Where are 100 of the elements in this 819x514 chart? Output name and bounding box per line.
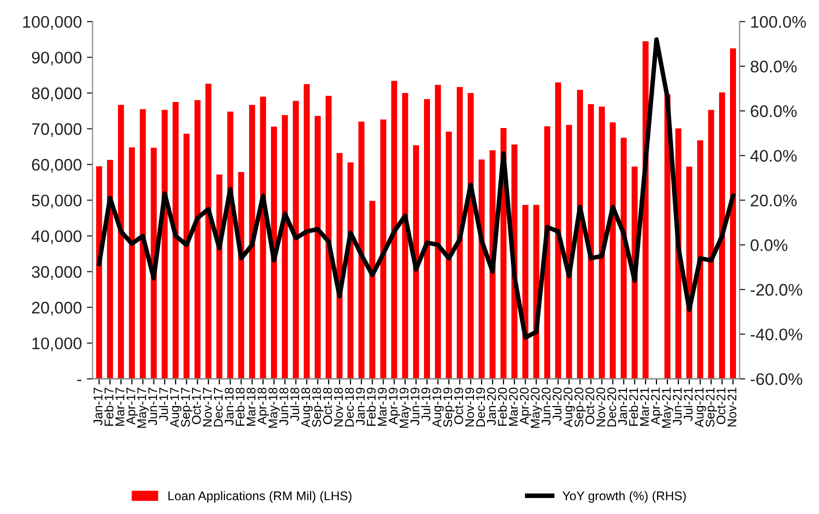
x-tick-label: Mar-17 bbox=[116, 388, 124, 426]
x-tick-label: Jul-17 bbox=[158, 388, 168, 421]
bar bbox=[184, 134, 190, 379]
x-tick-label: Mar-21 bbox=[640, 388, 649, 426]
bar bbox=[260, 96, 266, 379]
y-tick-label: 50,000 bbox=[32, 194, 82, 208]
bar bbox=[326, 96, 332, 379]
bar bbox=[456, 86, 463, 379]
x-tick-label: Mar-20 bbox=[508, 388, 518, 426]
x-tick-label: Jun-21 bbox=[672, 388, 682, 426]
x-tick-label: Jul-19 bbox=[421, 388, 430, 421]
x-tick-label: Sep-18 bbox=[312, 388, 324, 427]
x-tick-label: Dec-20 bbox=[607, 388, 616, 426]
bar bbox=[468, 93, 474, 379]
bar bbox=[96, 166, 102, 379]
bar bbox=[194, 100, 200, 379]
bar bbox=[270, 126, 277, 379]
x-tick-label: Jan-21 bbox=[618, 388, 628, 426]
bar bbox=[238, 172, 244, 379]
y2-tick-label: 100.0% bbox=[751, 16, 806, 28]
x-tick-label: Apr-19 bbox=[388, 388, 400, 425]
x-tick-label: Aug-18 bbox=[301, 388, 313, 428]
x-tick-label: May-21 bbox=[662, 388, 674, 428]
x-tick-label: Nov-17 bbox=[203, 388, 212, 426]
bar bbox=[478, 159, 485, 379]
bar bbox=[380, 119, 386, 379]
bar bbox=[336, 153, 343, 379]
x-tick-label: Jun-19 bbox=[410, 388, 420, 426]
x-tick-label: Nov-21 bbox=[728, 388, 736, 426]
bar bbox=[140, 109, 146, 379]
bar bbox=[598, 106, 605, 379]
x-tick-label: Dec-18 bbox=[344, 388, 354, 426]
x-tick-label: Mar-19 bbox=[378, 388, 387, 426]
x-tick-label: Aug-19 bbox=[432, 388, 444, 428]
y2-tick-label: -40.0% bbox=[750, 328, 802, 340]
x-tick-label: Jul-20 bbox=[552, 388, 562, 421]
y2-tick-label: 40.0% bbox=[750, 150, 797, 162]
bar bbox=[576, 90, 583, 379]
x-tick-label: Oct-19 bbox=[454, 388, 464, 424]
x-tick-label: Jan-19 bbox=[356, 388, 365, 426]
bar bbox=[413, 145, 420, 379]
y2-tick-label: -20.0% bbox=[750, 284, 802, 296]
x-tick-label: Jan-17 bbox=[94, 388, 102, 426]
y-tick-label: 70,000 bbox=[32, 123, 82, 137]
x-tick-label: Apr-17 bbox=[126, 388, 138, 425]
x-tick-label: Sep-19 bbox=[443, 388, 455, 427]
bar bbox=[304, 84, 310, 379]
x-tick-label: May-17 bbox=[137, 388, 149, 428]
x-tick-label: Oct-21 bbox=[716, 388, 726, 424]
bar bbox=[544, 126, 550, 379]
y2-tick-label: 60.0% bbox=[750, 105, 797, 118]
x-tick-label: May-20 bbox=[530, 388, 542, 428]
bar bbox=[292, 100, 299, 379]
x-tick-label: Oct-17 bbox=[192, 388, 201, 424]
x-tick-label: Jun-17 bbox=[148, 388, 158, 426]
bar bbox=[314, 116, 321, 379]
bar bbox=[708, 110, 714, 379]
x-tick-label: Apr-21 bbox=[651, 388, 662, 425]
bar bbox=[128, 147, 135, 379]
x-tick-label: Apr-18 bbox=[258, 388, 269, 425]
bar bbox=[172, 102, 179, 379]
y-tick-label: - bbox=[77, 380, 82, 382]
x-tick-label: Nov-18 bbox=[334, 388, 343, 426]
bar bbox=[555, 82, 562, 379]
bar bbox=[107, 160, 114, 379]
bar bbox=[730, 48, 736, 379]
bar bbox=[162, 110, 168, 379]
bar bbox=[118, 104, 124, 379]
x-tick-label: Feb-17 bbox=[104, 388, 114, 426]
x-tick-label: Feb-19 bbox=[366, 388, 376, 426]
y2-tick-label: 20.0% bbox=[750, 194, 797, 206]
x-tick-label: Nov-20 bbox=[596, 388, 606, 426]
bar bbox=[216, 174, 222, 379]
x-tick-label: Oct-20 bbox=[585, 388, 594, 424]
y-tick-label: 80,000 bbox=[32, 87, 82, 102]
bar bbox=[697, 140, 704, 379]
bar bbox=[391, 80, 398, 379]
y-tick-label: 60,000 bbox=[32, 158, 82, 173]
bar bbox=[522, 204, 528, 379]
y-tick-label: 90,000 bbox=[32, 52, 82, 66]
x-tick-label: Jul-21 bbox=[683, 388, 693, 421]
bar bbox=[434, 84, 441, 379]
bar bbox=[566, 124, 572, 379]
x-tick-label: Apr-20 bbox=[520, 388, 532, 425]
bar bbox=[686, 166, 692, 379]
x-tick-label: Feb-18 bbox=[235, 388, 245, 426]
bar bbox=[347, 162, 354, 379]
x-tick-label: Mar-18 bbox=[246, 388, 256, 426]
bar bbox=[358, 122, 364, 379]
x-tick-label: Sep-17 bbox=[181, 388, 192, 427]
line-series bbox=[96, 37, 736, 340]
bar bbox=[402, 93, 408, 379]
legend-label: YoY growth (%) (RHS) bbox=[562, 491, 686, 503]
y2-tick-label: -60.0% bbox=[750, 373, 802, 386]
x-tick-label: Aug-20 bbox=[564, 388, 575, 428]
bar bbox=[369, 200, 376, 379]
x-tick-label: Jun-20 bbox=[542, 388, 551, 426]
bar bbox=[205, 84, 212, 379]
x-tick-label: Jun-18 bbox=[279, 388, 288, 426]
x-tick-label: Jul-18 bbox=[290, 388, 300, 421]
